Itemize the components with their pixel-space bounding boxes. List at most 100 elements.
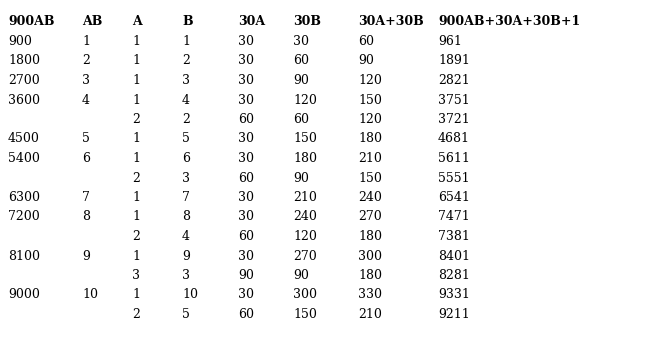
Text: 30: 30 — [238, 288, 254, 301]
Text: 900AB: 900AB — [8, 15, 55, 28]
Text: 5611: 5611 — [438, 152, 470, 165]
Text: 30: 30 — [238, 74, 254, 87]
Text: 60: 60 — [238, 113, 254, 126]
Text: 1: 1 — [132, 55, 140, 68]
Text: AB: AB — [82, 15, 102, 28]
Text: 1: 1 — [132, 133, 140, 146]
Text: 900AB+30A+30B+1: 900AB+30A+30B+1 — [438, 15, 580, 28]
Text: 30A: 30A — [238, 15, 265, 28]
Text: 7200: 7200 — [8, 210, 40, 224]
Text: 4: 4 — [82, 93, 90, 106]
Text: 2: 2 — [132, 230, 140, 243]
Text: 7: 7 — [182, 191, 190, 204]
Text: 3: 3 — [182, 74, 190, 87]
Text: 120: 120 — [293, 230, 317, 243]
Text: 2: 2 — [82, 55, 90, 68]
Text: 300: 300 — [293, 288, 317, 301]
Text: 1: 1 — [132, 250, 140, 262]
Text: 30: 30 — [293, 35, 309, 48]
Text: 330: 330 — [358, 288, 382, 301]
Text: 210: 210 — [358, 152, 382, 165]
Text: 3721: 3721 — [438, 113, 470, 126]
Text: 90: 90 — [238, 269, 254, 282]
Text: 9331: 9331 — [438, 288, 470, 301]
Text: 300: 300 — [358, 250, 382, 262]
Text: 150: 150 — [358, 172, 382, 184]
Text: 4: 4 — [182, 93, 190, 106]
Text: 3600: 3600 — [8, 93, 40, 106]
Text: 10: 10 — [182, 288, 198, 301]
Text: 60: 60 — [238, 172, 254, 184]
Text: 90: 90 — [293, 172, 309, 184]
Text: 7471: 7471 — [438, 210, 470, 224]
Text: 5: 5 — [82, 133, 90, 146]
Text: 120: 120 — [358, 113, 382, 126]
Text: 1: 1 — [132, 74, 140, 87]
Text: 2: 2 — [182, 113, 190, 126]
Text: 4: 4 — [182, 230, 190, 243]
Text: 1: 1 — [82, 35, 90, 48]
Text: 270: 270 — [293, 250, 317, 262]
Text: 9211: 9211 — [438, 308, 470, 321]
Text: 6: 6 — [82, 152, 90, 165]
Text: 120: 120 — [358, 74, 382, 87]
Text: 30: 30 — [238, 250, 254, 262]
Text: 210: 210 — [293, 191, 317, 204]
Text: 1: 1 — [182, 35, 190, 48]
Text: 210: 210 — [358, 308, 382, 321]
Text: 1800: 1800 — [8, 55, 40, 68]
Text: 90: 90 — [293, 269, 309, 282]
Text: 120: 120 — [293, 93, 317, 106]
Text: B: B — [182, 15, 193, 28]
Text: A: A — [132, 15, 142, 28]
Text: 8100: 8100 — [8, 250, 40, 262]
Text: 180: 180 — [358, 133, 382, 146]
Text: 1: 1 — [132, 35, 140, 48]
Text: 2: 2 — [132, 308, 140, 321]
Text: 3: 3 — [182, 172, 190, 184]
Text: 8281: 8281 — [438, 269, 470, 282]
Text: 6: 6 — [182, 152, 190, 165]
Text: 9000: 9000 — [8, 288, 40, 301]
Text: 3: 3 — [82, 74, 90, 87]
Text: 3751: 3751 — [438, 93, 470, 106]
Text: 9: 9 — [82, 250, 90, 262]
Text: 30: 30 — [238, 133, 254, 146]
Text: 9: 9 — [182, 250, 190, 262]
Text: 2821: 2821 — [438, 74, 470, 87]
Text: 4681: 4681 — [438, 133, 470, 146]
Text: 7381: 7381 — [438, 230, 470, 243]
Text: 60: 60 — [358, 35, 374, 48]
Text: 10: 10 — [82, 288, 98, 301]
Text: 60: 60 — [293, 55, 309, 68]
Text: 6300: 6300 — [8, 191, 40, 204]
Text: 2700: 2700 — [8, 74, 40, 87]
Text: 30: 30 — [238, 152, 254, 165]
Text: 240: 240 — [293, 210, 317, 224]
Text: 1891: 1891 — [438, 55, 470, 68]
Text: 30: 30 — [238, 93, 254, 106]
Text: 2: 2 — [132, 172, 140, 184]
Text: 90: 90 — [293, 74, 309, 87]
Text: 1: 1 — [132, 152, 140, 165]
Text: 8401: 8401 — [438, 250, 470, 262]
Text: 30: 30 — [238, 191, 254, 204]
Text: 5400: 5400 — [8, 152, 40, 165]
Text: 8: 8 — [182, 210, 190, 224]
Text: 2: 2 — [182, 55, 190, 68]
Text: 30: 30 — [238, 55, 254, 68]
Text: 1: 1 — [132, 93, 140, 106]
Text: 30B: 30B — [293, 15, 321, 28]
Text: 5: 5 — [182, 308, 190, 321]
Text: 3: 3 — [182, 269, 190, 282]
Text: 30: 30 — [238, 35, 254, 48]
Text: 1: 1 — [132, 191, 140, 204]
Text: 270: 270 — [358, 210, 381, 224]
Text: 1: 1 — [132, 288, 140, 301]
Text: 150: 150 — [358, 93, 382, 106]
Text: 30A+30B: 30A+30B — [358, 15, 424, 28]
Text: 961: 961 — [438, 35, 462, 48]
Text: 6541: 6541 — [438, 191, 470, 204]
Text: 3: 3 — [132, 269, 140, 282]
Text: 180: 180 — [358, 269, 382, 282]
